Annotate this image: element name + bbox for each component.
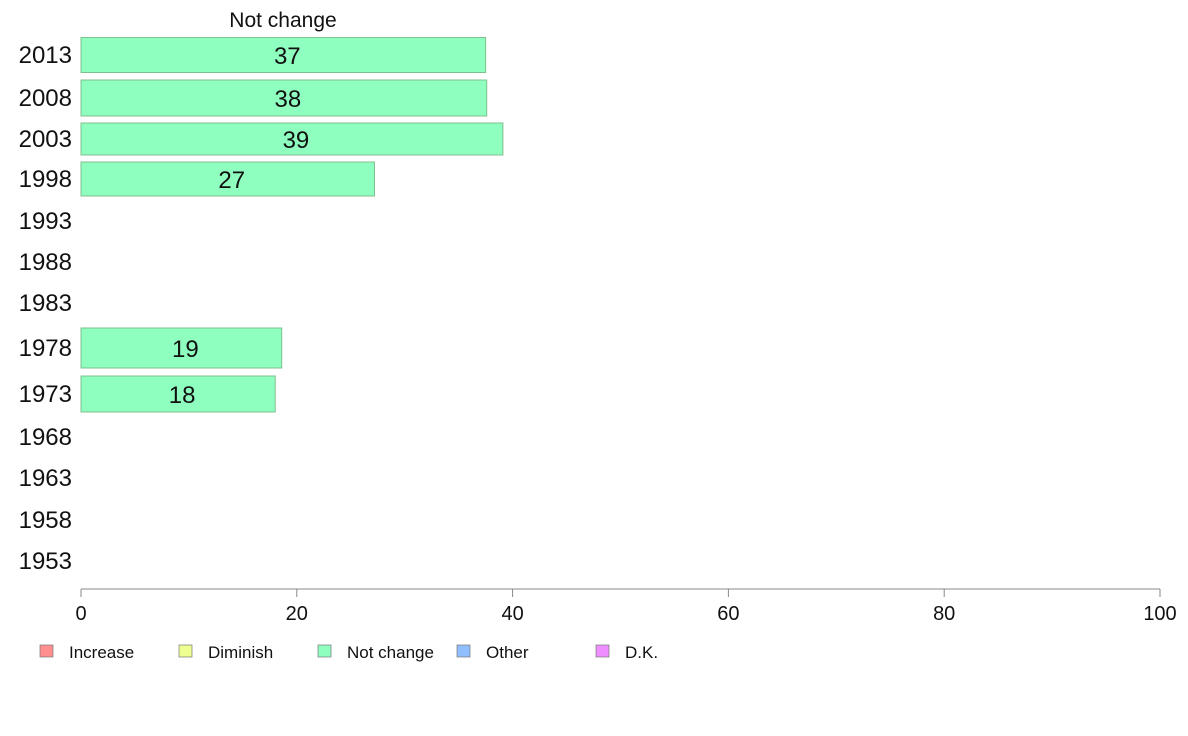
legend: Increase Diminish Not change Other D.K.: [39, 643, 658, 662]
y-axis-labels: 2013 2008 2003 1998 1993 1988 1983 1978 1973 1968…: [19, 42, 72, 575]
x-tick-label-60: 60: [717, 603, 739, 625]
x-tick-label-40: 40: [501, 603, 523, 625]
legend-swatch-5: [595, 644, 610, 658]
legend-label-5: D.K.: [625, 643, 658, 662]
x-tick-label-100: 100: [1143, 603, 1176, 625]
bar-1998: [80, 161, 375, 197]
y-label-2003: 2003: [19, 126, 72, 153]
legend-label-4: Other: [486, 643, 529, 662]
legend-swatch-4: [456, 644, 471, 658]
y-label-1993: 1993: [19, 208, 72, 235]
bar-1973: [80, 375, 276, 413]
chart-title: Not change: [229, 9, 336, 32]
legend-swatch-2: [178, 644, 193, 658]
legend-label-3: Not change: [347, 643, 434, 662]
y-label-2008: 2008: [19, 85, 72, 112]
data-label-2008: 38: [275, 86, 302, 113]
x-tick-label-0: 0: [75, 603, 86, 625]
data-label-2003: 39: [283, 127, 310, 154]
y-label-1953: 1953: [19, 548, 72, 575]
y-label-2013: 2013: [19, 42, 72, 69]
data-label-1998: 27: [218, 167, 245, 194]
x-tick-label-80: 80: [933, 603, 955, 625]
y-label-1983: 1983: [19, 290, 72, 317]
legend-label-2: Diminish: [208, 643, 273, 662]
y-label-1978: 1978: [19, 335, 72, 362]
bar-1978: [80, 327, 283, 369]
y-label-1963: 1963: [19, 465, 72, 492]
data-label-1973: 18: [169, 382, 196, 409]
y-label-1998: 1998: [19, 166, 72, 193]
bar-2008: [80, 79, 488, 117]
x-tick-label-20: 20: [286, 603, 308, 625]
data-label-1978: 19: [172, 336, 199, 363]
bar-2013: [80, 37, 487, 73]
legend-swatch-3: [317, 644, 332, 658]
y-label-1988: 1988: [19, 249, 72, 276]
y-label-1968: 1968: [19, 424, 72, 451]
bar-2003: [80, 122, 504, 156]
x-axis: 0 20 40 60 80 100: [75, 588, 1177, 625]
legend-label-1: Increase: [69, 643, 134, 662]
data-label-2013: 37: [274, 43, 301, 70]
y-label-1958: 1958: [19, 507, 72, 534]
legend-swatch-1: [39, 644, 54, 658]
y-label-1973: 1973: [19, 381, 72, 408]
bars-group: 37 38 39 27 19 18: [80, 37, 504, 413]
